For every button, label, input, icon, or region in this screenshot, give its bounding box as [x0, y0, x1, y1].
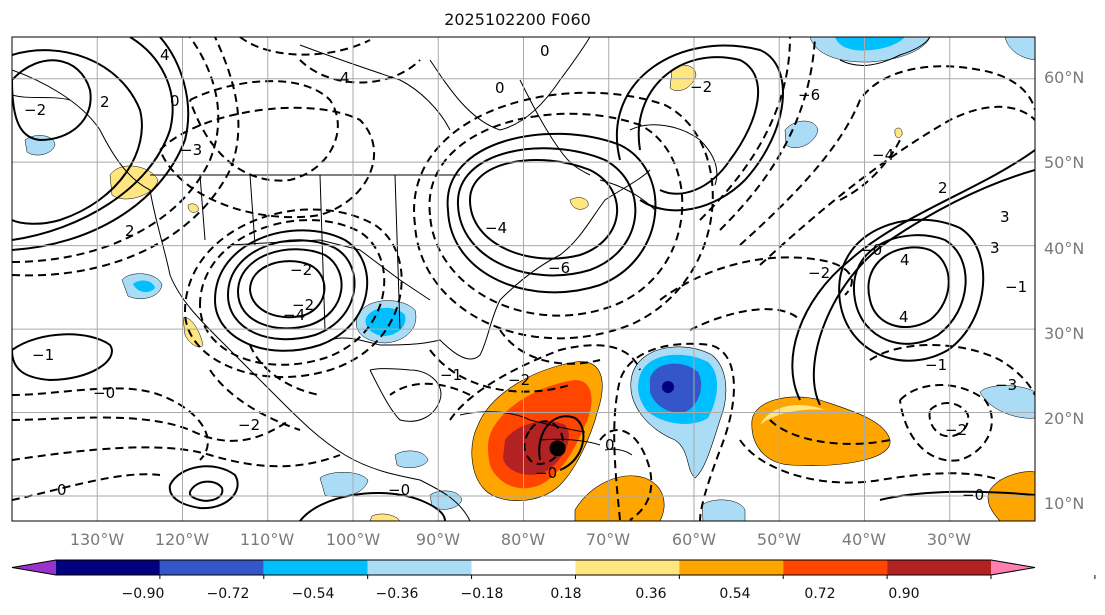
- contour-label: −0: [93, 384, 115, 402]
- lon-label-60w: 60°W: [671, 530, 717, 549]
- colorbar-outline: [11, 559, 1036, 576]
- contour-label: −4: [283, 306, 305, 324]
- lon-label-80w: 80°W: [500, 530, 546, 549]
- contour-labels: 4 4 2 2 0 0 0 −4 −2 −2 −6 −4 −2 2 3 4 −3…: [24, 42, 1027, 504]
- lon-label-110w: 110°W: [239, 530, 295, 549]
- colorbar-tick-label: 0.54: [719, 586, 751, 602]
- contour-label: −1: [925, 356, 947, 374]
- contour-label: −2: [238, 416, 260, 434]
- colorbar-tick-label: 0.90: [888, 586, 920, 602]
- contour-label: −2: [808, 264, 830, 282]
- positive-anomaly-east: [751, 396, 891, 466]
- contour-label: 3: [990, 239, 1000, 257]
- contour-label: −0: [535, 464, 557, 482]
- colorbar-segment: [887, 560, 991, 575]
- contour-label: 3: [1000, 208, 1010, 226]
- lon-label-50w: 50°W: [756, 530, 802, 549]
- contours: [12, 37, 1035, 521]
- lat-label-50n: 50°N: [1044, 153, 1085, 172]
- map-frame: [11, 36, 1036, 522]
- lon-label-130w: 130°W: [69, 530, 125, 549]
- contour-label: 2: [938, 179, 948, 197]
- colorbar-tick-label: −0.72: [206, 586, 250, 602]
- contour-label: 0: [495, 79, 505, 97]
- contour-label: −2: [290, 261, 312, 279]
- colorbar: [11, 559, 1096, 579]
- positive-anomaly-caribbean-max: [503, 420, 569, 475]
- contour-label: −2: [292, 296, 314, 314]
- contour-label: −1: [1005, 278, 1027, 296]
- contour-label: −0: [962, 486, 984, 504]
- colorbar-segment: [783, 560, 888, 575]
- contour-label: −4: [872, 146, 894, 164]
- contour-label: −1: [32, 346, 54, 364]
- lon-label-40w: 40°W: [841, 530, 887, 549]
- contour-label: −0: [860, 241, 882, 259]
- colorbar-segment: [367, 560, 472, 575]
- colorbar-segment: [12, 560, 56, 575]
- contour-label: −6: [798, 86, 820, 104]
- shaded-fields: [24, 37, 1035, 521]
- colorbar-tick-label: −0.54: [291, 586, 335, 602]
- contour-label: 0: [57, 481, 67, 499]
- map-panel: 4 4 2 2 0 0 0 −4 −2 −2 −6 −4 −2 2 3 4 −3…: [12, 37, 1035, 521]
- colorbar-segment: [575, 560, 680, 575]
- colorbar-segment: [159, 560, 264, 575]
- colorbar-tick-label: −0.90: [121, 586, 165, 602]
- storm-center-marker: [549, 440, 566, 457]
- contour-label: −2: [945, 421, 967, 439]
- contour-label: 2: [100, 93, 110, 111]
- lon-label-70w: 70°W: [585, 530, 631, 549]
- contour-label: 4: [900, 251, 910, 269]
- contour-label: 0: [540, 42, 550, 60]
- contour-label: 0: [170, 92, 180, 110]
- contour-label: 4: [160, 46, 170, 64]
- lon-label-90w: 90°W: [415, 530, 461, 549]
- contour-label: −0: [388, 481, 410, 499]
- contour-label: −2: [508, 371, 530, 389]
- contour-label: −1: [440, 366, 462, 384]
- contour-label: −6: [548, 259, 570, 277]
- colorbar-segment: [56, 560, 160, 575]
- contour-label: 4: [899, 308, 909, 326]
- coastlines: [12, 37, 931, 521]
- lat-label-20n: 20°N: [1044, 409, 1085, 428]
- contour-label: −2: [690, 78, 712, 96]
- lat-label-10n: 10°N: [1044, 494, 1085, 513]
- colorbar-segment: [991, 560, 1035, 575]
- contour-label: 4: [340, 69, 350, 87]
- contour-label: −4: [485, 219, 507, 237]
- lon-label-30w: 30°W: [926, 530, 972, 549]
- contour-label: −2: [24, 101, 46, 119]
- colorbar-tick-label: −0.18: [460, 586, 504, 602]
- contour-label: −3: [995, 376, 1017, 394]
- colorbar-segment: [471, 560, 576, 575]
- contour-label: −3: [180, 141, 202, 159]
- colorbar-tick-label: 0.36: [635, 586, 667, 602]
- lon-label-120w: 120°W: [154, 530, 210, 549]
- lat-label-40n: 40°N: [1044, 239, 1085, 258]
- chart-title: 2025102200 F060: [444, 10, 591, 29]
- colorbar-tick-label: 0.72: [804, 586, 836, 602]
- colorbar-segment: [263, 560, 368, 575]
- colorbar-tick-label: 0.18: [550, 586, 582, 602]
- graticule: [12, 37, 1035, 521]
- colorbar-tick-label: −0.36: [375, 586, 419, 602]
- lat-label-60n: 60°N: [1044, 68, 1085, 87]
- contour-label: 2: [125, 222, 135, 240]
- contour-label: 0: [605, 436, 615, 454]
- lon-label-100w: 100°W: [325, 530, 381, 549]
- colorbar-segment: [679, 560, 784, 575]
- lat-label-30n: 30°N: [1044, 324, 1085, 343]
